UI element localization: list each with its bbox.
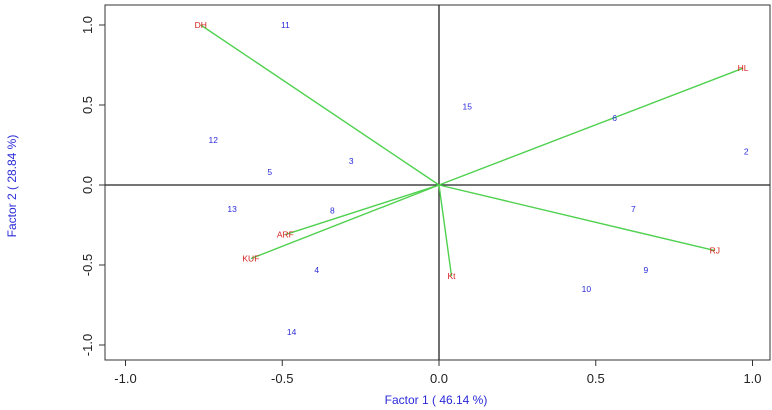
observation-label: 4 — [314, 265, 319, 275]
observation-label: 6 — [612, 113, 617, 123]
x-tick-label: -0.5 — [271, 371, 293, 386]
variable-vector — [438, 184, 716, 252]
variable-vector — [438, 184, 453, 277]
y-tick-label: -1.0 — [80, 334, 95, 356]
observation-label: 15 — [462, 102, 472, 112]
observation-label: 11 — [281, 20, 290, 30]
observation-label: 10 — [582, 284, 592, 294]
y-axis-title: Factor 2 ( 28.84 %) — [5, 135, 19, 238]
observation-label: 3 — [349, 156, 354, 166]
x-axis-title: Factor 1 ( 46.14 %) — [385, 393, 488, 407]
x-tick-label: 1.0 — [743, 371, 761, 386]
observation-label: 8 — [330, 206, 335, 216]
observation-label: 12 — [209, 135, 219, 145]
x-tick-label: 0.5 — [587, 371, 605, 386]
variable-vectors: DH HL RJ ARF KUF Kt — [195, 20, 749, 281]
observation-label: 7 — [631, 204, 636, 214]
variable-vector — [438, 67, 744, 186]
y-tick-label: 0.5 — [80, 96, 95, 114]
variable-vector — [200, 24, 440, 186]
x-tick-label: -1.0 — [114, 371, 136, 386]
variable-vector — [285, 184, 440, 236]
observation-label: 14 — [287, 327, 297, 337]
observation-label: 9 — [644, 265, 649, 275]
variable-label: Kt — [448, 271, 457, 281]
plot-frame — [104, 4, 771, 361]
x-tick-label: 0.0 — [430, 371, 448, 386]
reference-lines — [105, 5, 770, 360]
y-axis: -1.0 -0.5 0.0 0.5 1.0 — [80, 16, 106, 356]
variable-label: ARF — [277, 230, 294, 240]
observation-label: 13 — [227, 204, 237, 214]
y-tick-label: -0.5 — [80, 254, 95, 276]
variable-label: RJ — [710, 246, 720, 256]
y-tick-label: 1.0 — [80, 16, 95, 34]
variable-vector — [250, 184, 440, 260]
x-axis: -1.0 -0.5 0.0 0.5 1.0 — [114, 359, 762, 386]
observation-label: 2 — [744, 146, 749, 156]
observation-label: 5 — [267, 167, 272, 177]
y-tick-label: 0.0 — [80, 176, 95, 194]
variable-label: HL — [738, 63, 749, 73]
observation-points: 11 15 6 12 2 3 5 13 8 7 4 9 10 14 — [209, 20, 749, 337]
variable-label: DH — [195, 20, 207, 30]
variable-label: KUF — [242, 254, 259, 264]
